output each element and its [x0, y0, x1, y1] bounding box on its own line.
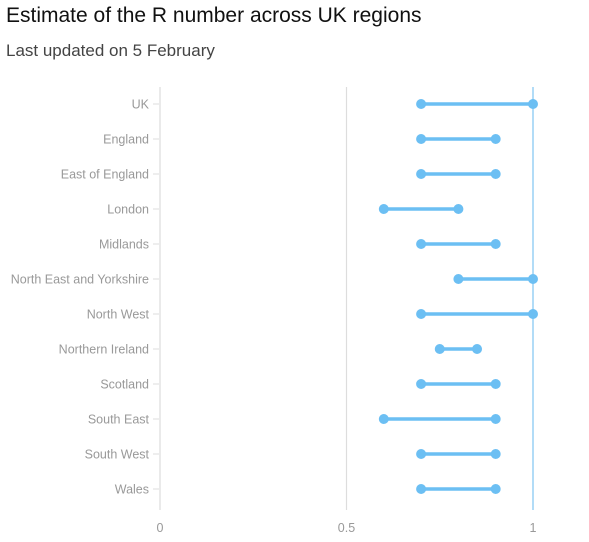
range-marks: [378, 99, 538, 494]
low-point: [434, 344, 445, 354]
category-label: North East and Yorkshire: [11, 273, 149, 287]
x-tick-label: 0: [157, 521, 164, 535]
low-point: [378, 204, 389, 214]
x-tick-label: 1: [530, 521, 537, 535]
gridlines: [153, 87, 348, 510]
category-label: Midlands: [99, 238, 149, 252]
low-point: [453, 274, 464, 284]
high-point: [490, 484, 501, 494]
low-point: [416, 239, 427, 249]
high-point: [490, 379, 501, 389]
high-point: [490, 449, 501, 459]
category-label: Scotland: [100, 378, 149, 392]
high-point: [490, 239, 501, 249]
low-point: [416, 484, 427, 494]
category-label: London: [107, 203, 149, 217]
low-point: [416, 134, 427, 144]
low-point: [378, 414, 389, 424]
high-point: [490, 169, 501, 179]
category-label: South East: [88, 413, 150, 427]
high-point: [528, 274, 538, 284]
category-label: Northern Ireland: [59, 343, 149, 357]
chart-title: Estimate of the R number across UK regio…: [6, 4, 422, 27]
category-label: South West: [85, 448, 150, 462]
high-point: [528, 99, 538, 109]
high-point: [453, 204, 464, 214]
category-label: Wales: [115, 483, 149, 497]
high-point: [528, 309, 538, 319]
x-axis-ticks: 0 0.5 1: [157, 521, 537, 535]
chart-subtitle: Last updated on 5 February: [6, 41, 215, 60]
low-point: [416, 169, 427, 179]
category-label: East of England: [61, 168, 149, 182]
low-point: [416, 309, 427, 319]
category-label: England: [103, 133, 149, 147]
low-point: [416, 99, 427, 109]
low-point: [416, 379, 427, 389]
x-tick-label: 0.5: [338, 521, 355, 535]
category-label: UK: [132, 98, 150, 112]
category-labels: UK England East of England London Midlands No…: [11, 98, 150, 497]
high-point: [490, 414, 501, 424]
high-point: [472, 344, 483, 354]
high-point: [490, 134, 501, 144]
low-point: [416, 449, 427, 459]
category-label: North West: [87, 308, 150, 322]
